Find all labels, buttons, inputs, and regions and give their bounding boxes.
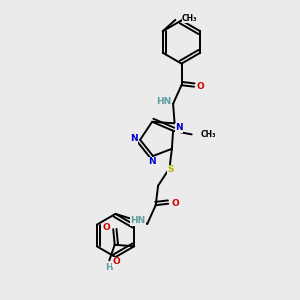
Text: CH₃: CH₃: [182, 14, 197, 23]
Text: N: N: [148, 158, 156, 166]
Text: HN: HN: [130, 216, 145, 225]
Text: N: N: [175, 123, 183, 132]
Text: O: O: [197, 82, 205, 91]
Text: O: O: [103, 223, 110, 232]
Text: O: O: [112, 257, 120, 266]
Text: O: O: [171, 199, 179, 208]
Text: HN: HN: [156, 97, 171, 106]
Text: S: S: [168, 165, 174, 174]
Text: H: H: [105, 262, 112, 272]
Text: N: N: [130, 134, 137, 143]
Text: CH₃: CH₃: [201, 130, 216, 139]
